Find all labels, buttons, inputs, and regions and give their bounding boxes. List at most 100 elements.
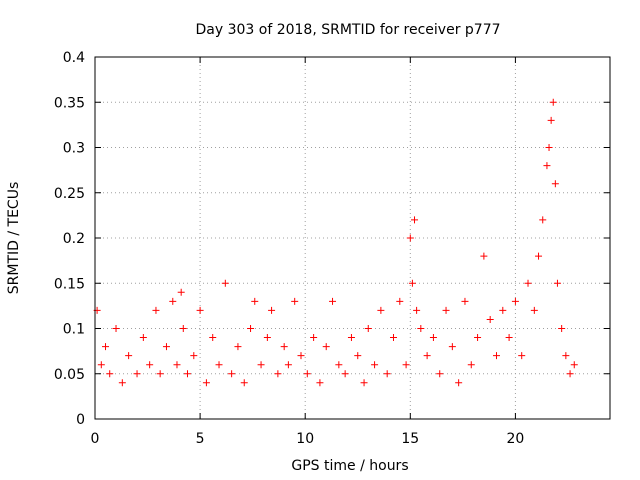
data-point [436, 370, 444, 378]
y-tick-label: 0.1 [63, 322, 85, 338]
data-point [303, 370, 311, 378]
data-points [93, 98, 578, 387]
data-point [322, 343, 330, 351]
data-point [347, 334, 355, 342]
grid-layer [95, 57, 610, 419]
y-tick-label: 0.2 [63, 231, 85, 247]
data-point [486, 315, 494, 323]
y-tick-label: 0.3 [63, 141, 85, 157]
data-point [169, 297, 177, 305]
data-point [173, 361, 181, 369]
data-point [547, 116, 555, 124]
data-point [341, 370, 349, 378]
y-tick-label: 0.35 [54, 95, 85, 111]
y-axis-label: SRMTID / TECUs [6, 182, 22, 295]
data-point [221, 279, 229, 287]
data-point [257, 361, 265, 369]
data-point [539, 216, 547, 224]
data-point [209, 334, 217, 342]
data-point [480, 252, 488, 260]
data-point [448, 343, 456, 351]
data-point [442, 306, 450, 314]
data-point [139, 334, 147, 342]
data-point [377, 306, 385, 314]
x-tick-label: 5 [196, 431, 205, 447]
data-point [280, 343, 288, 351]
data-point [543, 162, 551, 170]
data-point [474, 334, 482, 342]
data-point [146, 361, 154, 369]
data-point [268, 306, 276, 314]
data-point [402, 361, 410, 369]
data-point [291, 297, 299, 305]
data-point [125, 352, 133, 360]
data-point [152, 306, 160, 314]
data-point [106, 370, 114, 378]
data-point [354, 352, 362, 360]
data-point [118, 379, 126, 387]
data-point [97, 361, 105, 369]
data-point [492, 352, 500, 360]
data-point [562, 352, 570, 360]
data-point [461, 297, 469, 305]
plot-frame [94, 56, 611, 420]
data-point [553, 279, 561, 287]
data-point [284, 361, 292, 369]
data-point [316, 379, 324, 387]
y-tick-label: 0.15 [54, 276, 85, 292]
data-point [297, 352, 305, 360]
data-point [371, 361, 379, 369]
data-point [413, 306, 421, 314]
data-point [455, 379, 463, 387]
data-point [196, 306, 204, 314]
data-point [429, 334, 437, 342]
y-tick-label: 0.4 [63, 50, 85, 66]
data-point [417, 325, 425, 332]
data-point [263, 334, 271, 342]
ticks-layer: 0 0.05 0.1 0.15 0.2 0.25 0.3 0.35 0.4 0 5 10 15 20 [54, 50, 610, 447]
data-point [499, 306, 507, 314]
y-tick-label: 0 [76, 412, 85, 428]
data-point [411, 216, 419, 224]
data-point [406, 234, 414, 242]
chart-title: Day 303 of 2018, SRMTID for receiver p77… [195, 22, 500, 38]
x-axis-label: GPS time / hours [291, 458, 408, 474]
data-point [215, 361, 223, 369]
data-point [329, 297, 337, 305]
data-point [179, 325, 187, 332]
data-point [570, 361, 578, 369]
data-point [535, 252, 543, 260]
data-point [162, 343, 170, 351]
data-point [389, 334, 397, 342]
data-point [530, 306, 538, 314]
data-point [423, 352, 431, 360]
data-point [383, 370, 391, 378]
data-point [364, 325, 372, 332]
data-point [202, 379, 210, 387]
data-point [335, 361, 343, 369]
data-point [408, 279, 416, 287]
x-tick-label: 10 [296, 431, 314, 447]
data-point [183, 370, 191, 378]
x-tick-label: 0 [91, 431, 100, 447]
y-tick-label: 0.05 [54, 367, 85, 383]
data-point [156, 370, 164, 378]
data-point [228, 370, 236, 378]
data-point [190, 352, 198, 360]
data-point [545, 144, 553, 151]
data-point [360, 379, 368, 387]
data-point [558, 325, 566, 332]
data-point [240, 379, 248, 387]
data-point [396, 297, 404, 305]
data-point [274, 370, 282, 378]
data-point [551, 180, 559, 188]
data-point [511, 297, 519, 305]
data-point [234, 343, 242, 351]
data-point [247, 325, 255, 332]
y-tick-label: 0.25 [54, 186, 85, 202]
x-tick-label: 15 [401, 431, 419, 447]
data-point [549, 98, 557, 106]
data-point [524, 279, 532, 287]
data-point [177, 288, 185, 296]
